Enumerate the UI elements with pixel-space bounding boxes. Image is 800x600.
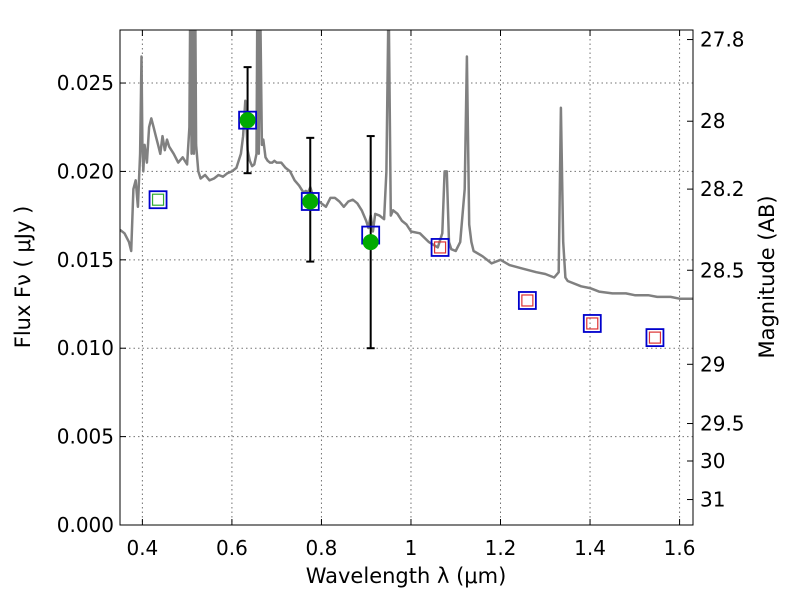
- observed-flux-point: [362, 234, 379, 251]
- model-spectrum-line: [120, 30, 693, 300]
- right-tick-label: 30: [700, 449, 725, 473]
- x-tick-label: 1.2: [485, 536, 517, 560]
- y-tick-label: 0.025: [57, 71, 114, 95]
- plot-area: [120, 30, 693, 350]
- upper-limit-square: [433, 241, 447, 254]
- x-tick-label: 1.4: [574, 536, 606, 560]
- y-tick-label: 0.020: [57, 159, 114, 183]
- grid-lines: [120, 30, 693, 526]
- y-tick-label: 0.000: [57, 513, 114, 537]
- right-tick-label: 31: [700, 488, 725, 512]
- right-tick-label: 28.2: [700, 177, 745, 201]
- y-tick-label: 0.005: [57, 425, 114, 449]
- upper-limit-square: [586, 317, 599, 330]
- y-tick-label: 0.015: [57, 248, 114, 272]
- upper-limit-square: [521, 294, 534, 307]
- x-axis-label: Wavelength λ (μm): [306, 564, 507, 588]
- x-tick-label: 0.6: [216, 536, 248, 560]
- plot-frame: [119, 29, 694, 526]
- x-tick-label: 0.8: [306, 536, 338, 560]
- right-tick-label: 28: [700, 109, 725, 133]
- right-tick-label: 28.5: [700, 258, 745, 282]
- observed-flux-point: [239, 112, 256, 129]
- right-y-axis-label: Magnitude (AB): [755, 195, 779, 358]
- x-tick-label: 0.4: [126, 536, 158, 560]
- model-flux-square: [582, 314, 602, 333]
- x-tick-label: 1: [405, 536, 418, 560]
- photometry-square: [151, 193, 165, 206]
- model-flux-square: [238, 110, 257, 130]
- model-flux-square: [300, 192, 320, 211]
- model-flux-square: [148, 190, 168, 210]
- model-flux-square: [645, 328, 665, 348]
- model-flux-square: [430, 238, 450, 257]
- observed-flux-point: [302, 193, 319, 210]
- y-tick-label: 0.010: [57, 336, 114, 360]
- right-tick-label: 29: [700, 352, 725, 376]
- upper-limit-square: [648, 331, 662, 344]
- model-flux-square: [517, 291, 537, 310]
- right-tick-label: 29.5: [700, 412, 745, 436]
- right-tick-label: 27.8: [700, 28, 745, 52]
- y-axis-label: Flux Fν ( μJy ): [11, 206, 35, 349]
- axis-ticks: 0.4 0.6 0.8 1 1.2 1.4 1.6 0.000 0.005 0.010 0.015 0…: [57, 28, 745, 560]
- x-tick-label: 1.6: [664, 536, 696, 560]
